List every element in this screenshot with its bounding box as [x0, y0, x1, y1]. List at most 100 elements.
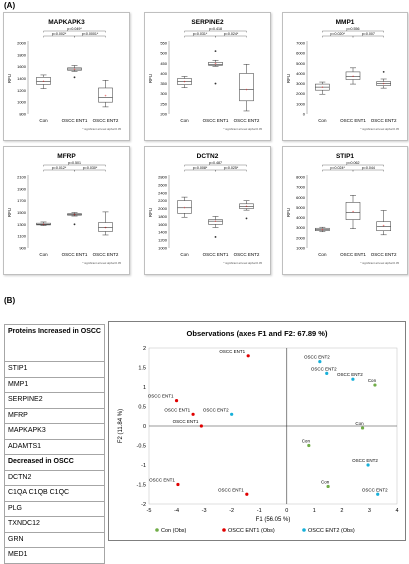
box-iqr — [208, 62, 223, 66]
legend-marker — [222, 528, 226, 532]
decreased-protein: GRN — [4, 531, 105, 548]
comparison-bracket — [215, 169, 247, 172]
y-tick-label: 1800 — [158, 214, 168, 219]
chart-title: STIP1 — [336, 153, 354, 160]
data-point — [318, 360, 322, 364]
box-iqr — [239, 73, 254, 102]
p-value-label: p=0.418 — [209, 27, 222, 31]
data-point — [325, 371, 329, 375]
mean-marker: + — [382, 81, 385, 86]
x-tick-label: -1 — [257, 508, 262, 514]
point-label: OSCC ENT2 — [352, 458, 378, 463]
y-tick-label: 8000 — [296, 175, 306, 180]
increased-protein: ADAMTS1 — [4, 438, 105, 455]
data-point — [230, 412, 234, 416]
x-tick-label: 0 — [285, 508, 288, 514]
x-axis-label: F1 (56.05 %) — [256, 517, 291, 523]
y-axis-label: F2 (11.84 %) — [118, 409, 124, 443]
x-category-label: OSCC ENT1 — [340, 252, 366, 257]
outlier-point — [382, 71, 385, 73]
x-tick-label: -3 — [202, 508, 207, 514]
comparison-bracket — [322, 169, 354, 172]
y-tick-label: 2000 — [296, 235, 306, 240]
data-point — [246, 354, 250, 358]
point-label: OSCC ENT2 — [304, 355, 330, 360]
mean-marker: + — [73, 212, 76, 217]
box-iqr — [98, 87, 113, 103]
y-tick-label: 800 — [19, 112, 26, 117]
data-point — [373, 383, 377, 387]
data-point — [376, 492, 380, 496]
significance-footnote: * significant at level alpha=0.05 — [223, 261, 262, 265]
y-tick-label: 5000 — [296, 205, 306, 210]
decreased-protein: DCTN2 — [4, 469, 105, 486]
y-tick-label: 1800 — [17, 52, 27, 57]
outlier-point — [245, 217, 248, 220]
y-tick-label: 1300 — [17, 222, 27, 227]
x-category-label: OSCC ENT2 — [234, 252, 260, 257]
y-tick-label: 1900 — [17, 186, 27, 191]
mean-marker: + — [42, 79, 45, 84]
comparison-bracket — [74, 35, 106, 38]
point-label: OSCC ENT1 — [173, 419, 199, 424]
y-axis-label: RFU — [7, 208, 12, 217]
y-axis-label: RFU — [148, 208, 153, 217]
x-category-label: Con — [318, 252, 327, 257]
increased-protein: MMP1 — [4, 376, 105, 393]
y-tick-label: 1400 — [17, 76, 27, 81]
boxplot-panel-mfrp: MFRP RFU 900 1100 1300 1500 1700 1900 2100 + Con + O… — [3, 146, 130, 275]
y-tick-label: 1 — [143, 385, 146, 391]
p-value-label: p=0.012* — [52, 166, 67, 170]
point-label: OSCC ENT1 — [149, 478, 175, 483]
y-tick-label: 400 — [160, 71, 167, 76]
y-tick-label: 3000 — [296, 81, 306, 86]
point-label: Con — [368, 378, 377, 383]
y-tick-label: 1000 — [296, 246, 306, 251]
comparison-bracket — [352, 169, 384, 172]
boxplot-panel-stip1: STIP1 RFU 1000 2000 3000 4000 5000 6000 7000 8000… — [282, 146, 408, 275]
increased-protein: MAPKAPK3 — [4, 423, 105, 440]
comparison-bracket — [43, 30, 106, 33]
y-tick-label: 1200 — [158, 238, 168, 243]
x-tick-label: 4 — [395, 508, 398, 514]
y-tick-label: 1400 — [158, 230, 168, 235]
x-category-label: OSCC ENT2 — [234, 118, 260, 123]
y-tick-label: 1000 — [158, 246, 168, 251]
pca-scatter-panel: Observations (axes F1 and F2: 67.89 %) -5… — [108, 321, 406, 541]
y-tick-label: 5000 — [296, 61, 306, 66]
point-label: OSCC ENT2 — [337, 372, 363, 377]
y-tick-label: 900 — [19, 246, 26, 251]
outlier-point — [73, 223, 76, 226]
y-tick-label: 0.5 — [138, 405, 146, 411]
mean-marker: + — [42, 222, 45, 227]
y-tick-label: 300 — [160, 91, 167, 96]
comparison-bracket — [352, 35, 384, 38]
y-tick-label: 500 — [160, 51, 167, 56]
x-category-label: OSCC ENT1 — [340, 118, 366, 123]
y-tick-label: -2 — [141, 502, 146, 508]
significance-footnote: * significant at level alpha=0.05 — [82, 127, 121, 131]
chart-title: DCTN2 — [197, 153, 219, 160]
data-point — [199, 424, 203, 428]
p-value-label: p=0.007 — [362, 32, 375, 36]
x-category-label: Con — [180, 252, 189, 257]
mean-marker: + — [104, 225, 107, 230]
x-tick-label: 3 — [368, 508, 371, 514]
data-point — [351, 377, 355, 381]
comparison-bracket — [43, 35, 75, 38]
comparison-bracket — [184, 169, 216, 172]
mean-marker: + — [245, 87, 248, 92]
legend-marker — [155, 528, 159, 532]
data-point — [245, 492, 249, 496]
point-label: Con — [302, 439, 311, 444]
x-tick-label: 2 — [340, 508, 343, 514]
box-iqr — [345, 71, 361, 80]
significance-footnote: * significant at level alpha=0.05 — [360, 261, 399, 265]
outlier-point — [214, 50, 217, 53]
decreased-protein: C1QA C1QB C1QC — [4, 485, 105, 502]
y-tick-label: 350 — [160, 81, 167, 86]
p-value-label: p=0.556 — [346, 27, 359, 31]
mean-marker: + — [214, 61, 217, 66]
y-axis-label: RFU — [7, 74, 12, 83]
comparison-bracket — [184, 164, 247, 167]
